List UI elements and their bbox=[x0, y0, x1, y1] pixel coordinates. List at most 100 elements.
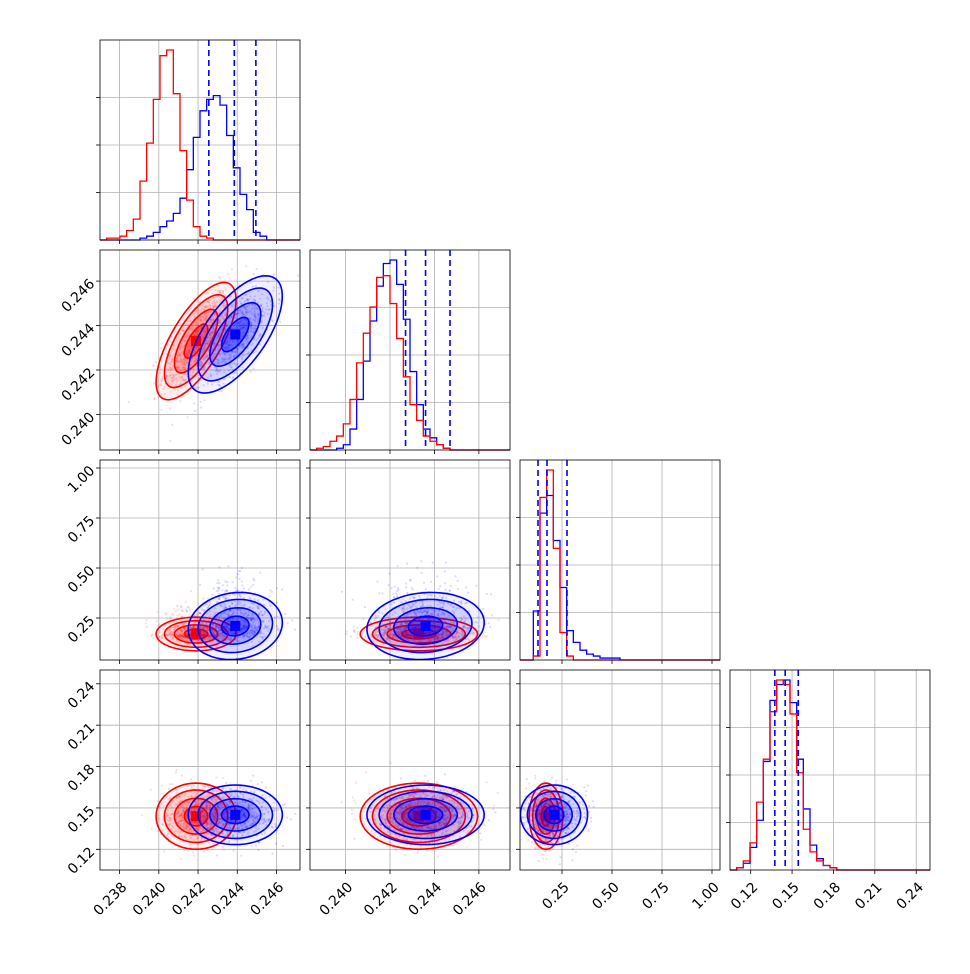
sample-point bbox=[163, 850, 165, 852]
sample-point bbox=[178, 614, 180, 616]
sample-point bbox=[160, 409, 162, 411]
sample-point bbox=[224, 590, 226, 592]
density-peak bbox=[230, 621, 240, 631]
density-peak bbox=[421, 621, 431, 631]
sample-point bbox=[146, 626, 148, 628]
sample-point bbox=[169, 783, 171, 785]
sample-point bbox=[218, 593, 220, 595]
sample-point bbox=[157, 625, 159, 627]
sample-point bbox=[392, 593, 394, 595]
sample-point bbox=[416, 567, 418, 569]
sample-point bbox=[388, 584, 390, 586]
sample-point bbox=[202, 568, 204, 570]
sample-point bbox=[498, 619, 500, 621]
sample-point bbox=[245, 265, 247, 267]
sample-point bbox=[219, 277, 221, 279]
sample-point bbox=[405, 582, 407, 584]
panel-frame bbox=[730, 670, 930, 870]
sample-point bbox=[210, 283, 212, 285]
sample-point bbox=[235, 576, 237, 578]
sample-point bbox=[397, 587, 399, 589]
sample-point bbox=[273, 274, 275, 276]
sample-point bbox=[193, 855, 195, 857]
sample-point bbox=[151, 828, 153, 830]
sample-point bbox=[175, 771, 177, 773]
panel-2-1 bbox=[306, 460, 511, 664]
panel-0-0 bbox=[96, 40, 300, 244]
sample-point bbox=[444, 589, 446, 591]
panel-2-2 bbox=[516, 460, 720, 664]
sample-point bbox=[153, 637, 155, 639]
sample-point bbox=[376, 581, 378, 583]
sample-point bbox=[297, 275, 299, 277]
sample-point bbox=[176, 769, 178, 771]
sample-point bbox=[153, 382, 155, 384]
sample-point bbox=[217, 579, 219, 581]
sample-point bbox=[436, 575, 438, 577]
sample-point bbox=[397, 565, 399, 567]
sample-point bbox=[226, 590, 228, 592]
sample-point bbox=[382, 592, 384, 594]
joint-content bbox=[141, 769, 297, 860]
sample-point bbox=[279, 321, 281, 323]
sample-point bbox=[169, 407, 171, 409]
sample-point bbox=[175, 610, 177, 612]
sample-point bbox=[394, 586, 396, 588]
histogram-blue bbox=[100, 96, 300, 240]
sample-point bbox=[193, 402, 195, 404]
sample-point bbox=[291, 619, 293, 621]
sample-point bbox=[169, 440, 171, 442]
sample-point bbox=[227, 273, 229, 275]
sample-point bbox=[467, 592, 469, 594]
sample-point bbox=[189, 610, 191, 612]
panel-1-1 bbox=[306, 250, 510, 454]
panel-1-0 bbox=[96, 243, 300, 454]
sample-point bbox=[176, 615, 178, 617]
sample-point bbox=[252, 584, 254, 586]
sample-point bbox=[213, 587, 215, 589]
sample-point bbox=[356, 637, 358, 639]
sample-point bbox=[253, 579, 255, 581]
sample-point bbox=[353, 625, 355, 627]
sample-point bbox=[128, 401, 130, 403]
sample-point bbox=[489, 626, 491, 628]
sample-point bbox=[179, 400, 181, 402]
sample-point bbox=[396, 590, 398, 592]
sample-point bbox=[364, 606, 366, 608]
sample-point bbox=[171, 424, 173, 426]
sample-point bbox=[357, 633, 359, 635]
sample-point bbox=[181, 774, 183, 776]
sample-point bbox=[186, 606, 188, 608]
sample-point bbox=[203, 851, 205, 853]
joint-content bbox=[145, 565, 296, 659]
histogram-blue bbox=[520, 495, 720, 660]
panel-frame bbox=[520, 460, 720, 660]
sample-point bbox=[226, 584, 228, 586]
sample-point bbox=[190, 590, 192, 592]
sample-point bbox=[350, 635, 352, 637]
sample-point bbox=[352, 599, 354, 601]
sample-point bbox=[253, 273, 255, 275]
sample-point bbox=[490, 593, 492, 595]
sample-point bbox=[237, 589, 239, 591]
sample-point bbox=[250, 586, 252, 588]
sample-point bbox=[173, 608, 175, 610]
sample-point bbox=[430, 581, 432, 583]
sample-point bbox=[238, 570, 240, 572]
sample-point bbox=[425, 588, 427, 590]
sample-point bbox=[218, 566, 220, 568]
sample-point bbox=[226, 581, 228, 583]
sample-point bbox=[211, 594, 213, 596]
sample-point bbox=[216, 590, 218, 592]
sample-point bbox=[450, 585, 452, 587]
sample-point bbox=[155, 361, 157, 363]
sample-point bbox=[203, 399, 205, 401]
sample-point bbox=[199, 584, 201, 586]
sample-point bbox=[153, 398, 155, 400]
sample-point bbox=[454, 575, 456, 577]
sample-point bbox=[465, 586, 467, 588]
sample-point bbox=[445, 562, 447, 564]
sample-point bbox=[252, 367, 254, 369]
sample-point bbox=[267, 243, 269, 245]
